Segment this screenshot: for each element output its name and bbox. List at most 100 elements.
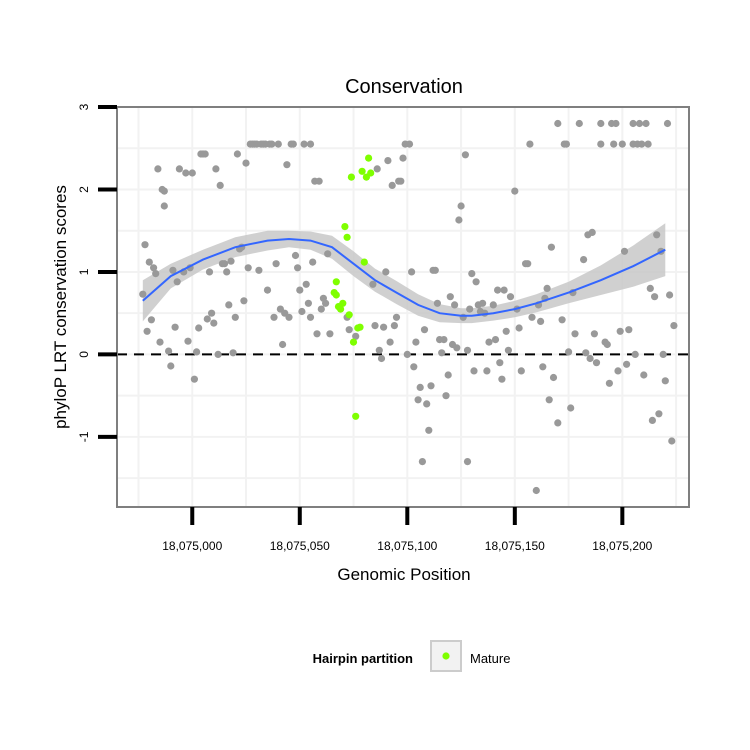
point-other: [597, 119, 605, 128]
point-mature: [332, 291, 340, 299]
point-other: [229, 349, 237, 357]
point-other: [165, 347, 173, 355]
point-other: [298, 307, 306, 316]
point-other: [386, 338, 394, 346]
point-other: [440, 336, 448, 344]
point-other: [640, 371, 648, 379]
point-other: [145, 258, 153, 266]
point-other: [420, 326, 429, 334]
point-other: [315, 177, 323, 185]
point-other: [272, 260, 280, 268]
smooth-curve: [142, 237, 666, 317]
point-other: [597, 140, 605, 148]
point-other: [270, 313, 278, 321]
point-other: [208, 309, 216, 317]
x-tick-label: 18,075,100: [377, 539, 437, 553]
point-other: [291, 251, 300, 260]
point-other: [397, 177, 405, 185]
point-other: [326, 330, 334, 338]
point-other: [322, 299, 330, 307]
point-other: [201, 150, 209, 158]
point-other: [463, 346, 472, 354]
point-other: [543, 284, 551, 292]
point-other: [152, 270, 160, 278]
point-other: [306, 140, 315, 148]
point-other: [425, 426, 433, 434]
point-other: [184, 337, 192, 345]
point-other: [489, 301, 497, 309]
point-other: [648, 416, 657, 424]
point-other: [390, 322, 398, 330]
point-other: [461, 151, 469, 159]
point-other: [491, 336, 500, 344]
point-other: [210, 319, 218, 327]
point-other: [345, 326, 353, 334]
point-other: [496, 359, 504, 367]
point-other: [304, 299, 312, 307]
point-other: [661, 377, 669, 385]
point-other: [289, 140, 297, 148]
point-other: [644, 140, 652, 148]
point-other: [203, 315, 211, 323]
point-other: [603, 340, 611, 349]
point-other: [618, 140, 626, 148]
point-other: [433, 299, 441, 307]
point-other: [610, 140, 618, 148]
x-tick-label: 18,075,000: [162, 539, 222, 553]
point-other: [470, 367, 478, 375]
point-other: [375, 346, 383, 354]
point-other: [285, 313, 293, 321]
data-points: [139, 119, 678, 495]
point-other: [309, 258, 317, 266]
point-other: [427, 382, 435, 390]
point-mature: [365, 154, 373, 162]
point-other: [463, 458, 472, 466]
point-other: [545, 396, 553, 404]
point-other: [214, 350, 222, 358]
point-other: [528, 313, 536, 321]
point-other: [193, 348, 201, 356]
point-other: [403, 350, 411, 358]
point-other: [590, 330, 599, 338]
point-other: [216, 181, 224, 189]
point-other: [565, 348, 573, 356]
point-other: [156, 338, 164, 346]
grid-lines: [117, 106, 689, 507]
y-tick-label: 3: [77, 103, 91, 110]
point-other: [410, 363, 418, 371]
point-mature: [332, 278, 340, 286]
point-other: [169, 266, 177, 274]
point-other: [233, 150, 241, 158]
x-axis-label: Genomic Position: [337, 565, 470, 584]
point-other: [539, 363, 547, 371]
point-other: [631, 350, 639, 358]
point-other: [377, 354, 386, 363]
point-other: [612, 119, 620, 128]
point-other: [263, 286, 272, 294]
point-other: [500, 286, 508, 294]
point-other: [294, 264, 302, 272]
point-other: [182, 169, 190, 177]
point-other: [498, 375, 506, 383]
point-other: [175, 165, 183, 173]
point-other: [524, 260, 532, 268]
point-other: [547, 243, 556, 251]
point-other: [515, 324, 523, 332]
x-tick-label: 18,075,200: [592, 539, 652, 553]
point-other: [532, 486, 540, 495]
point-mature: [345, 311, 353, 319]
point-other: [143, 327, 151, 335]
point-other: [244, 264, 252, 272]
point-other: [416, 383, 424, 391]
point-mature: [343, 233, 351, 241]
point-other: [511, 187, 519, 195]
point-other: [405, 140, 414, 148]
point-other: [388, 181, 396, 189]
point-other: [444, 371, 452, 379]
legend-label-mature: Mature: [470, 651, 510, 666]
point-other: [147, 316, 155, 324]
point-other: [380, 323, 388, 331]
point-other: [369, 280, 377, 288]
point-other: [373, 165, 381, 173]
